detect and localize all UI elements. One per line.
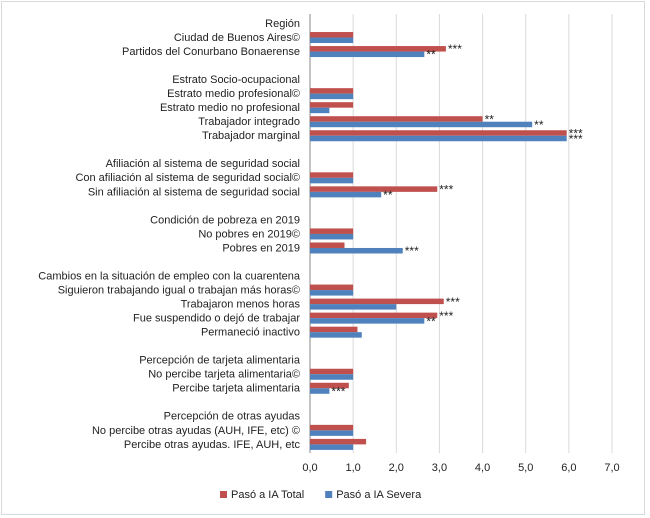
significance-label: *** bbox=[439, 309, 453, 323]
legend-label: Pasó a IA Total bbox=[231, 489, 304, 501]
category-label: Sin afiliación al sistema de seguridad s… bbox=[88, 186, 300, 198]
significance-label: *** bbox=[405, 244, 419, 258]
bar bbox=[310, 186, 438, 192]
bar bbox=[310, 130, 567, 136]
bar bbox=[310, 177, 354, 184]
category-label: Trabajaron menos horas bbox=[181, 299, 301, 311]
bar bbox=[310, 374, 354, 380]
bar bbox=[310, 318, 425, 324]
bar bbox=[310, 191, 382, 198]
category-label: Región bbox=[265, 18, 300, 30]
category-label: Percepción de otras ayudas bbox=[164, 411, 301, 423]
category-label: Afiliación al sistema de seguridad socia… bbox=[106, 158, 300, 170]
bar bbox=[310, 332, 362, 338]
bar bbox=[310, 388, 330, 394]
bar bbox=[310, 304, 397, 310]
category-label: Ciudad de Buenos Aires© bbox=[174, 32, 300, 44]
significance-label: *** bbox=[439, 183, 453, 197]
x-tick-label: 5,0 bbox=[518, 462, 533, 474]
bar bbox=[310, 438, 367, 445]
legend-swatch bbox=[220, 491, 227, 498]
x-tick-label: 1,0 bbox=[345, 462, 360, 474]
bar bbox=[310, 298, 444, 305]
bar bbox=[310, 88, 354, 94]
bar bbox=[310, 93, 354, 100]
category-label: Con afiliación al sistema de seguridad s… bbox=[75, 172, 300, 184]
bar bbox=[310, 430, 354, 436]
bar bbox=[310, 107, 330, 114]
bar bbox=[310, 32, 354, 38]
category-label: Estrato medio no profesional bbox=[160, 102, 300, 114]
bar bbox=[310, 228, 354, 234]
bar bbox=[310, 121, 533, 128]
bar bbox=[310, 46, 446, 52]
x-tick-label: 6,0 bbox=[561, 462, 576, 474]
category-label: Pobres en 2019 bbox=[222, 242, 300, 254]
x-tick-label: 7,0 bbox=[604, 462, 619, 474]
significance-label: ** bbox=[383, 188, 393, 202]
bar bbox=[310, 326, 358, 333]
significance-label: *** bbox=[448, 42, 462, 56]
significance-label: ** bbox=[426, 48, 436, 62]
category-label: No pobres en 2019© bbox=[198, 228, 300, 240]
category-label: Percibe otras ayudas. IFE, AUH, etc bbox=[124, 439, 301, 451]
category-label: No percibe tarjeta alimentaria© bbox=[148, 369, 300, 381]
bar bbox=[310, 247, 403, 254]
category-label: No percibe otras ayudas (AUH, IFE, etc) … bbox=[92, 425, 300, 437]
bar bbox=[310, 37, 354, 44]
significance-label: *** bbox=[331, 384, 345, 398]
legend-label: Pasó a IA Severa bbox=[336, 489, 422, 501]
bar bbox=[310, 312, 438, 319]
bar bbox=[310, 172, 354, 178]
x-tick-label: 0,0 bbox=[302, 462, 317, 474]
bar bbox=[310, 290, 354, 296]
significance-label: ** bbox=[534, 118, 544, 132]
category-label: Cambios en la situación de empleo con la… bbox=[38, 270, 301, 282]
legend-swatch bbox=[325, 491, 333, 498]
category-label: Estrato medio profesional© bbox=[167, 88, 300, 100]
significance-label: *** bbox=[569, 126, 583, 140]
category-label: Permaneció inactivo bbox=[201, 327, 300, 339]
bar bbox=[310, 116, 483, 122]
category-label: Trabajador integrado bbox=[198, 116, 300, 128]
bar bbox=[310, 51, 425, 58]
bar bbox=[310, 242, 345, 248]
x-tick-label: 3,0 bbox=[432, 462, 447, 474]
category-label: Percepción de tarjeta alimentaria bbox=[139, 355, 301, 367]
bar bbox=[310, 233, 354, 240]
significance-label: *** bbox=[569, 132, 583, 146]
bar bbox=[310, 102, 354, 108]
x-tick-label: 2,0 bbox=[389, 462, 404, 474]
bar bbox=[310, 424, 354, 431]
category-label: Estrato Socio-ocupacional bbox=[172, 74, 300, 86]
category-label: Partidos del Conurbano Bonaerense bbox=[122, 46, 300, 58]
bar bbox=[310, 382, 349, 389]
bar bbox=[310, 444, 354, 450]
significance-label: ** bbox=[426, 314, 436, 328]
bar bbox=[310, 284, 354, 291]
category-label: Fue suspendido o dejó de trabajar bbox=[133, 313, 300, 325]
significance-label: *** bbox=[446, 295, 460, 309]
bar bbox=[310, 368, 354, 375]
significance-label: ** bbox=[485, 112, 495, 126]
category-label: Percibe tarjeta alimentaria bbox=[172, 383, 301, 395]
category-label: Condición de pobreza en 2019 bbox=[150, 214, 300, 226]
category-label: Siguieron trabajando igual o trabajan má… bbox=[58, 284, 300, 296]
x-tick-label: 4,0 bbox=[475, 462, 490, 474]
bar bbox=[310, 135, 567, 142]
category-label: Trabajador marginal bbox=[202, 130, 300, 142]
